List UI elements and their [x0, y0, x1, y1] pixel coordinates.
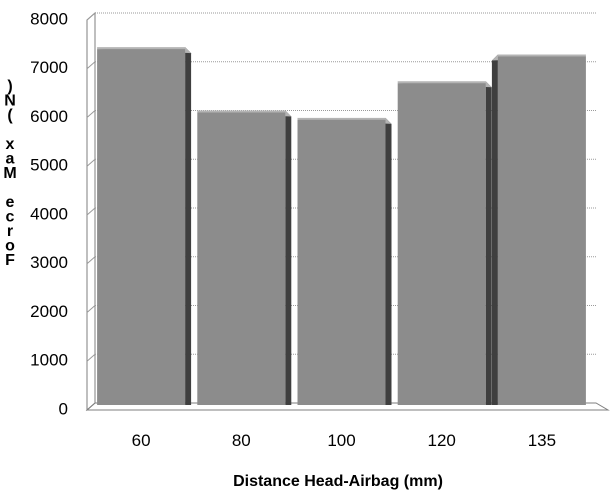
y-axis-title-char: x — [6, 136, 15, 153]
gridline-depth — [86, 61, 96, 70]
x-tick-label: 80 — [232, 431, 251, 450]
y-axis-title-char: a — [6, 151, 15, 168]
gridline-depth — [86, 158, 96, 167]
y-axis-title-char: e — [6, 194, 15, 211]
gridline-depth — [86, 256, 96, 265]
y-axis-title-char: r — [7, 223, 13, 240]
y-axis-title-char: ) — [7, 78, 12, 95]
y-tick-label: 0 — [59, 399, 68, 418]
y-axis-title-char: ( — [7, 107, 13, 124]
y-tick-label: 6000 — [30, 107, 68, 126]
y-axis-ticks: 0 1000 2000 3000 4000 5000 6000 7000 8000 — [30, 9, 68, 418]
y-axis-title-char: c — [6, 209, 15, 226]
gridline-depth — [86, 305, 96, 313]
bar — [397, 81, 492, 405]
y-tick-label: 3000 — [30, 253, 68, 272]
bars — [97, 47, 586, 405]
y-axis-title-char: N — [4, 93, 16, 110]
bar-side — [285, 110, 292, 405]
bar-side — [185, 47, 192, 405]
gridline-depth — [86, 207, 96, 216]
bar-front — [297, 119, 386, 405]
bar-side — [491, 54, 498, 405]
y-axis-title-char: o — [5, 238, 15, 255]
gridline-depth — [86, 353, 96, 362]
y-tick-label: 1000 — [30, 351, 68, 370]
bar — [197, 110, 292, 405]
x-axis-ticks: 60 80 100 120 135 — [132, 431, 556, 450]
y-tick-label: 8000 — [30, 9, 68, 28]
x-tick-label: 100 — [327, 431, 355, 450]
bar-front — [197, 112, 286, 405]
bar-front — [497, 56, 586, 405]
x-tick-label: 60 — [132, 431, 151, 450]
y-tick-label: 2000 — [30, 302, 68, 321]
bar — [491, 54, 586, 405]
gridline-depth — [86, 110, 96, 118]
bar-side — [485, 81, 492, 405]
bar — [97, 47, 192, 405]
y-tick-label: 5000 — [30, 156, 68, 175]
bar-front — [397, 83, 486, 405]
y-tick-label: 4000 — [30, 204, 68, 223]
bar — [297, 117, 392, 405]
gridline-depth — [86, 12, 96, 21]
y-tick-label: 7000 — [30, 58, 68, 77]
x-axis-title: Distance Head-Airbag (mm) — [233, 473, 443, 490]
x-tick-label: 120 — [428, 431, 456, 450]
bar-front — [97, 49, 186, 405]
y-axis-title-char: F — [5, 252, 15, 269]
y-axis-title-char: M — [3, 165, 16, 182]
bar-side — [385, 117, 392, 405]
x-tick-label: 135 — [528, 431, 556, 450]
